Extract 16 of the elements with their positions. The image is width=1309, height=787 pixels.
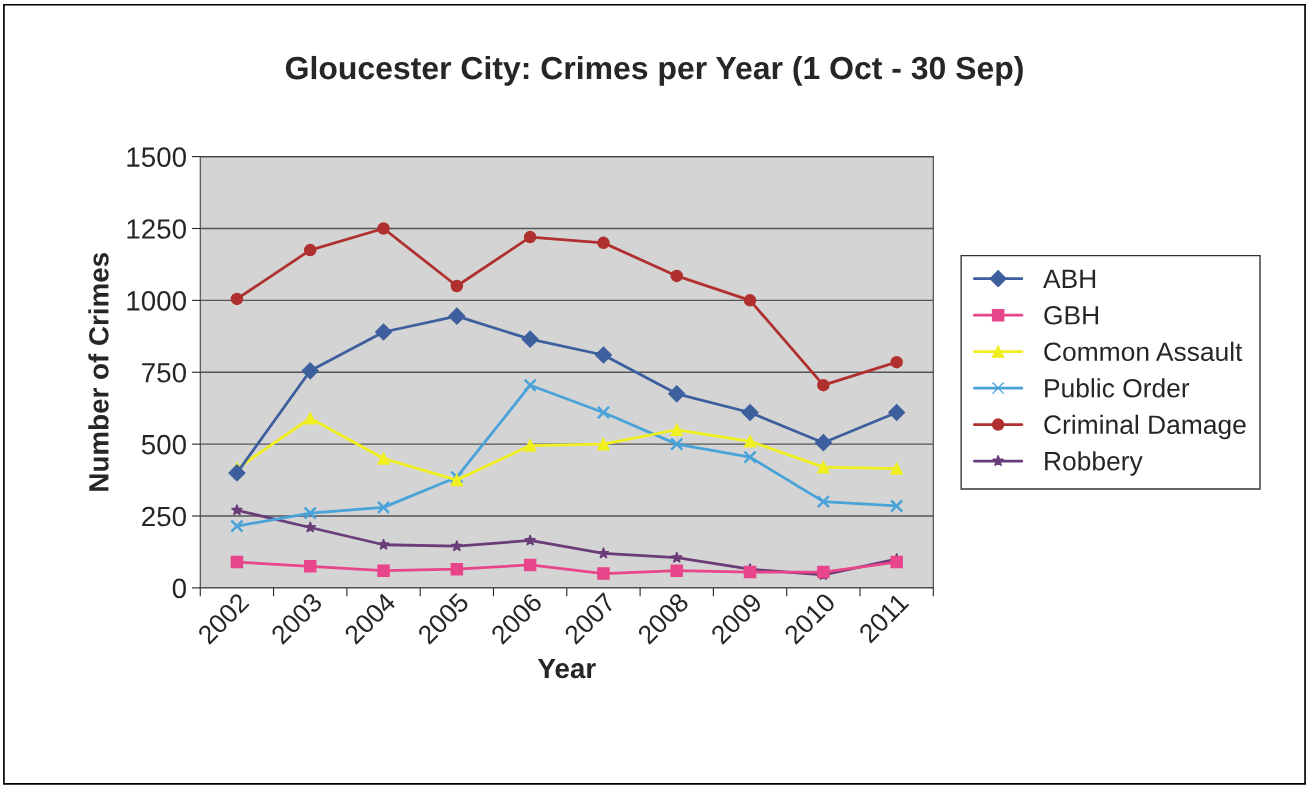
y-tick-label: 1000	[127, 291, 186, 311]
legend-label: Robbery	[1045, 451, 1143, 476]
legend-label: Common Assault	[1044, 341, 1243, 362]
y-tick-label: 500	[141, 434, 186, 455]
y-tick-label: 1250	[127, 219, 186, 239]
y-tick-label: 0	[172, 578, 186, 599]
y-tick-label: 750	[142, 362, 186, 383]
x-axis-title: Year	[537, 658, 596, 679]
legend-label: Criminal Damage	[1044, 414, 1246, 440]
y-tick-label: 250	[142, 506, 186, 527]
legend-label: GBH	[1044, 305, 1099, 325]
y-tick-label: 1500	[127, 147, 186, 167]
chart-title: Gloucester City: Crimes per Year (1 Oct - 30 Sep)	[285, 55, 1023, 86]
y-axis-title: Number of Crimes	[88, 252, 109, 491]
legend-label: ABH	[1043, 269, 1096, 288]
legend-label: Public Order	[1045, 378, 1190, 398]
